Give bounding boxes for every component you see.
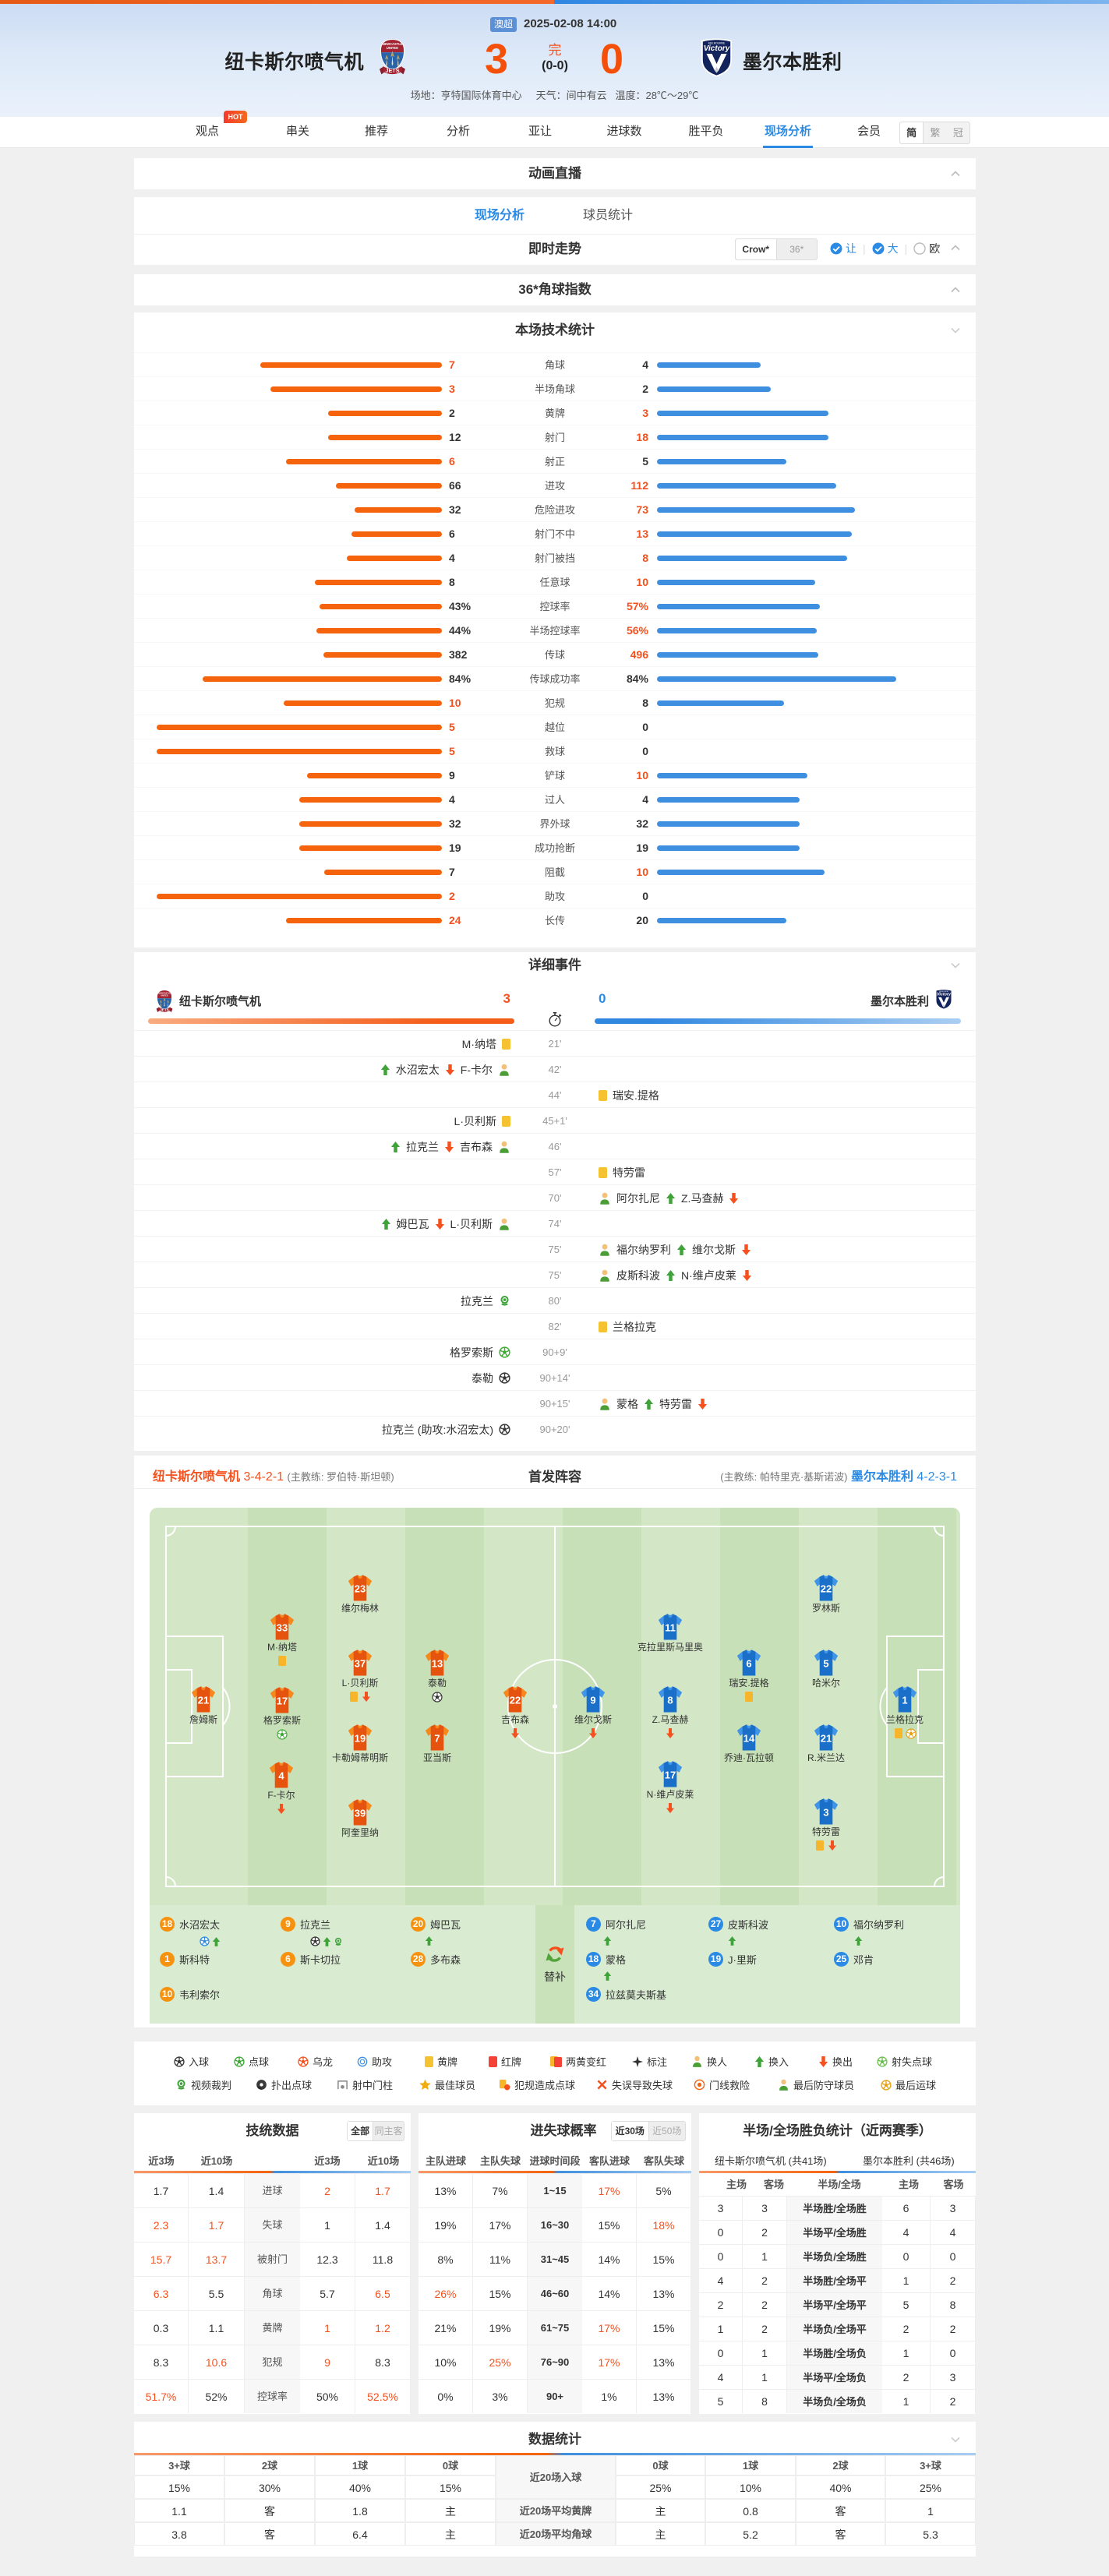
- svg-text:JETS: JETS: [160, 1007, 168, 1011]
- svg-text:吉布森: 吉布森: [501, 1713, 529, 1725]
- svg-text:卡勒姆蒂明斯: 卡勒姆蒂明斯: [332, 1752, 388, 1763]
- svg-text:兰格拉克: 兰格拉克: [886, 1713, 924, 1725]
- svg-text:39: 39: [355, 1808, 366, 1819]
- svg-text:22: 22: [510, 1695, 521, 1706]
- svg-text:JETS: JETS: [385, 67, 399, 74]
- svg-text:17: 17: [277, 1696, 288, 1707]
- svg-text:5: 5: [823, 1658, 828, 1670]
- svg-text:Victory: Victory: [704, 44, 730, 53]
- svg-text:瑞安.提格: 瑞安.提格: [729, 1677, 768, 1689]
- svg-text:MELBOURNE: MELBOURNE: [939, 991, 948, 993]
- svg-text:L·贝利斯: L·贝利斯: [342, 1678, 379, 1689]
- svg-text:詹姆斯: 詹姆斯: [189, 1714, 217, 1725]
- svg-text:22: 22: [821, 1583, 832, 1595]
- svg-text:特劳雷: 特劳雷: [812, 1826, 840, 1837]
- svg-text:罗林斯: 罗林斯: [812, 1603, 840, 1614]
- svg-text:M·纳塔: M·纳塔: [267, 1642, 297, 1653]
- svg-text:格罗索斯: 格罗索斯: [263, 1714, 301, 1726]
- svg-text:8: 8: [667, 1695, 673, 1706]
- svg-text:9: 9: [590, 1695, 595, 1706]
- svg-text:4: 4: [278, 1770, 284, 1782]
- svg-text:NEWCASTLE: NEWCASTLE: [383, 42, 403, 46]
- svg-text:亚当斯: 亚当斯: [423, 1752, 451, 1763]
- svg-text:NEWCASTLE: NEWCASTLE: [158, 991, 171, 994]
- svg-text:21: 21: [198, 1695, 209, 1706]
- svg-text:UNITED: UNITED: [161, 993, 168, 997]
- svg-text:11: 11: [665, 1622, 676, 1634]
- svg-text:1: 1: [902, 1695, 907, 1706]
- svg-text:乔迪·瓦拉顿: 乔迪·瓦拉顿: [724, 1752, 774, 1763]
- svg-text:21: 21: [821, 1733, 832, 1745]
- svg-text:Z.马查赫: Z.马查赫: [652, 1714, 689, 1725]
- svg-text:19: 19: [355, 1733, 366, 1745]
- svg-text:N·维卢皮莱: N·维卢皮莱: [647, 1788, 694, 1800]
- svg-text:阿奎里纳: 阿奎里纳: [341, 1826, 379, 1838]
- svg-text:17: 17: [665, 1770, 676, 1781]
- svg-text:哈米尔: 哈米尔: [812, 1677, 840, 1689]
- svg-text:3: 3: [823, 1807, 828, 1819]
- svg-text:F-卡尔: F-卡尔: [267, 1789, 295, 1801]
- svg-text:14: 14: [743, 1733, 755, 1745]
- svg-text:7: 7: [434, 1733, 440, 1745]
- svg-text:37: 37: [355, 1658, 366, 1670]
- svg-text:6: 6: [746, 1658, 751, 1670]
- svg-text:MELBOURNE: MELBOURNE: [708, 41, 726, 44]
- svg-text:23: 23: [355, 1583, 366, 1595]
- svg-text:克拉里斯马里奥: 克拉里斯马里奥: [637, 1641, 703, 1653]
- svg-text:13: 13: [432, 1658, 443, 1670]
- svg-text:泰勒: 泰勒: [428, 1678, 447, 1689]
- svg-text:Victory: Victory: [937, 993, 952, 997]
- svg-text:33: 33: [277, 1622, 288, 1634]
- svg-text:UNITED: UNITED: [387, 46, 398, 50]
- svg-text:维尔梅林: 维尔梅林: [341, 1602, 379, 1614]
- svg-text:维尔戈斯: 维尔戈斯: [574, 1713, 612, 1725]
- svg-text:R.米兰达: R.米兰达: [807, 1752, 845, 1763]
